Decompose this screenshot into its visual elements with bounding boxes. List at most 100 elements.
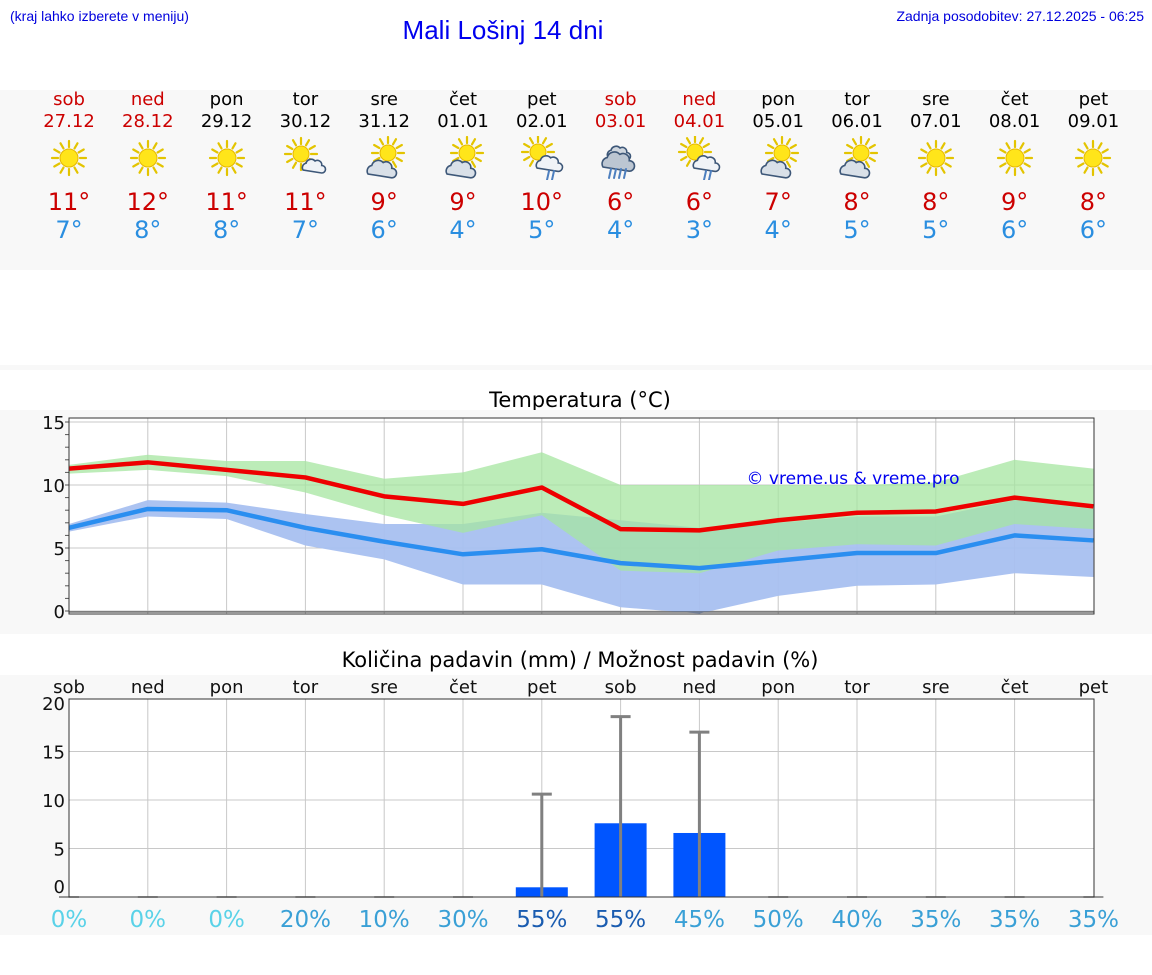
x-category-label: pet bbox=[1079, 677, 1109, 698]
max-temp: 11° bbox=[47, 188, 91, 216]
day-name: sre bbox=[370, 89, 398, 110]
x-category-label: sre bbox=[370, 677, 397, 698]
y-tick-label: 20 bbox=[42, 694, 65, 715]
x-category-label: ned bbox=[682, 677, 716, 698]
max-temp: 8° bbox=[1079, 188, 1108, 216]
partly-cloudy-icon bbox=[366, 136, 406, 179]
x-category-label: tor bbox=[844, 677, 870, 698]
partly-cloudy-icon bbox=[760, 136, 800, 179]
day-date: 29.12 bbox=[200, 111, 253, 132]
sunny-icon bbox=[208, 139, 245, 177]
precip-probability: 40% bbox=[831, 907, 882, 933]
day-date: 06.01 bbox=[831, 111, 883, 132]
x-category-label: pet bbox=[527, 677, 557, 698]
sunny-icon bbox=[1075, 139, 1112, 177]
x-category-label: pon bbox=[210, 677, 244, 698]
precip-probability: 35% bbox=[989, 907, 1040, 933]
sunny-icon bbox=[129, 139, 166, 177]
day-name: čet bbox=[448, 89, 478, 110]
precip-probability: 55% bbox=[595, 907, 646, 933]
temperature-chart-panel: 0 5 10 15 © vreme.us & vreme.pro bbox=[0, 410, 1152, 634]
precip-probability: 0% bbox=[208, 907, 245, 933]
temperature-chart: 0 5 10 15 © vreme.us & vreme.pro bbox=[42, 413, 1095, 623]
x-category-label: čet bbox=[449, 677, 477, 698]
forecast-strip: sob 27.12 11° 7° ned 28.12 12° 8° pon 29.12 11° 8° t… bbox=[0, 90, 1152, 270]
y-tick-label: 10 bbox=[42, 476, 65, 497]
day-name: pon bbox=[209, 89, 244, 110]
min-temp: 8° bbox=[212, 216, 241, 244]
y-tick-label: 10 bbox=[42, 791, 65, 812]
min-temp: 4° bbox=[764, 216, 792, 244]
min-temp: 5° bbox=[843, 216, 871, 244]
precip-probability: 0% bbox=[51, 907, 88, 933]
day-date: 02.01 bbox=[516, 111, 568, 132]
day-name: tor bbox=[292, 89, 319, 110]
day-name: čet bbox=[1000, 89, 1029, 110]
day-date: 08.01 bbox=[988, 111, 1041, 132]
cloudy-rain-icon bbox=[600, 145, 635, 179]
plot-area bbox=[69, 699, 1094, 897]
precip-probability: 20% bbox=[280, 907, 331, 933]
max-temp: 8° bbox=[922, 188, 950, 216]
x-category-label: ned bbox=[131, 677, 165, 698]
plot-frame bbox=[68, 417, 1095, 615]
day-name: sre bbox=[922, 89, 950, 110]
sunny-icon bbox=[917, 139, 954, 177]
day-name: ned bbox=[130, 89, 165, 110]
day-name: pet bbox=[527, 89, 557, 110]
day-date: 05.01 bbox=[752, 111, 804, 132]
x-category-label: pon bbox=[761, 677, 795, 698]
plot-frame bbox=[68, 698, 1095, 898]
precip-probability: 50% bbox=[753, 907, 804, 933]
y-tick-label: 15 bbox=[42, 743, 65, 764]
precipitation-chart-panel: 0 5 10 15 20 sob ned pon tor sre čet pet sob ned pon to… bbox=[0, 675, 1152, 935]
max-temp: 8° bbox=[843, 188, 871, 216]
max-temp: 9° bbox=[449, 188, 477, 216]
partly-cloudy-icon bbox=[839, 136, 879, 179]
location-hint: (kraj lahko izberete v meniju) bbox=[10, 8, 189, 24]
day-date: 31.12 bbox=[358, 111, 410, 132]
max-temp: 6° bbox=[685, 188, 714, 216]
sun-rain-icon bbox=[520, 136, 564, 180]
min-temp: 6° bbox=[1000, 216, 1029, 244]
max-temp: 7° bbox=[764, 188, 792, 216]
y-tick-label: 0 bbox=[54, 602, 65, 623]
y-tick-label: 5 bbox=[54, 539, 65, 560]
temperature-chart-title: Temperatura (°C) bbox=[489, 388, 671, 412]
day-date: 07.01 bbox=[910, 111, 962, 132]
precipitation-chart-title: Količina padavin (mm) / Možnost padavin … bbox=[341, 648, 819, 672]
precip-probability: 30% bbox=[437, 907, 488, 933]
max-temp-line bbox=[68, 460, 1094, 533]
min-temp: 5° bbox=[528, 216, 556, 244]
max-temp: 9° bbox=[1000, 188, 1029, 216]
min-temp: 3° bbox=[685, 216, 714, 244]
min-temp: 7° bbox=[291, 216, 320, 244]
sunny-icon bbox=[50, 139, 88, 177]
last-updated: Zadnja posodobitev: 27.12.2025 - 06:25 bbox=[896, 8, 1144, 24]
day-date: 30.12 bbox=[279, 111, 332, 132]
x-category-label: čet bbox=[1001, 677, 1029, 698]
y-tick-label: 15 bbox=[42, 413, 65, 434]
precip-probability: 10% bbox=[359, 907, 410, 933]
watermark: © vreme.us & vreme.pro bbox=[746, 469, 959, 489]
sun-small-cloud-icon bbox=[284, 136, 327, 174]
precip-probability: 55% bbox=[516, 907, 567, 933]
min-temp: 5° bbox=[922, 216, 950, 244]
min-temp-line bbox=[68, 506, 1094, 571]
day-name: pet bbox=[1078, 89, 1109, 110]
day-date: 01.01 bbox=[437, 111, 489, 132]
min-temp: 6° bbox=[370, 216, 398, 244]
day-date: 28.12 bbox=[122, 111, 174, 132]
x-category-label: sob bbox=[53, 677, 85, 698]
min-temp: 8° bbox=[134, 216, 162, 244]
min-temp: 6° bbox=[1079, 216, 1108, 244]
day-name: sob bbox=[53, 89, 85, 110]
max-temp: 11° bbox=[284, 188, 327, 216]
precip-probability: 35% bbox=[910, 907, 961, 933]
max-temp: 11° bbox=[205, 188, 248, 216]
day-name: sob bbox=[604, 89, 637, 110]
max-temp: 10° bbox=[520, 188, 564, 216]
precip-probability: 0% bbox=[130, 907, 167, 933]
min-temp: 4° bbox=[606, 216, 635, 244]
